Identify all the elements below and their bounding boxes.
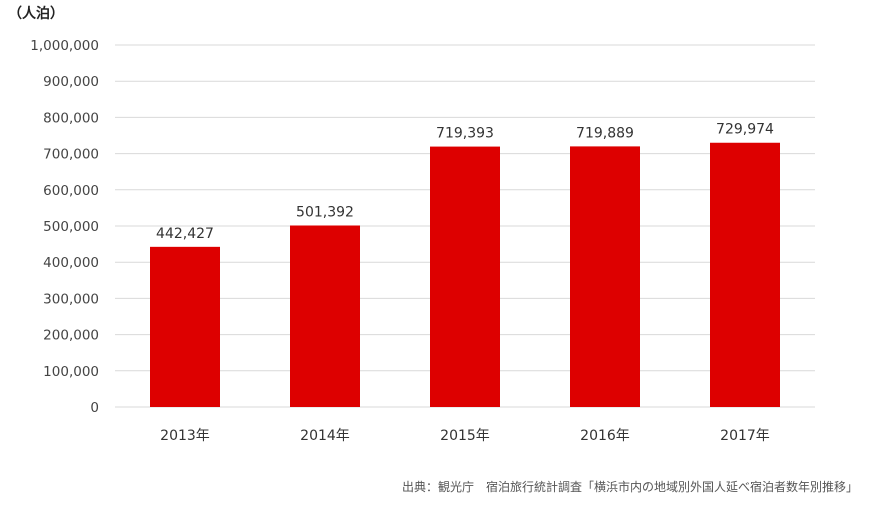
y-tick-label: 700,000 <box>43 147 99 163</box>
y-tick-label: 200,000 <box>43 328 99 344</box>
y-tick-label: 500,000 <box>43 219 99 235</box>
y-axis-ticks: 0 100,000 200,000 300,000 400,000 500,000 600,… <box>30 38 99 416</box>
data-label: 729,974 <box>716 122 774 138</box>
y-tick-label: 900,000 <box>43 74 99 90</box>
bar <box>570 146 640 407</box>
data-label: 719,889 <box>576 125 634 141</box>
bar <box>710 142 780 408</box>
x-tick-label: 2017年 <box>720 428 770 444</box>
y-axis-unit-label: （人泊） <box>8 6 64 22</box>
x-tick-label: 2013年 <box>160 428 210 444</box>
bar <box>430 146 500 408</box>
y-tick-label: 1,000,000 <box>30 38 99 54</box>
y-tick-label: 600,000 <box>43 183 99 199</box>
x-tick-label: 2014年 <box>300 428 350 444</box>
data-label: 442,427 <box>156 226 214 242</box>
y-tick-label: 400,000 <box>43 255 99 271</box>
source-note: 出典：観光庁 宿泊旅行統計調査「横浜市内の地域別外国人延べ宿泊者数年別推移」 <box>401 480 858 494</box>
x-tick-label: 2016年 <box>580 428 630 444</box>
bar <box>150 246 220 407</box>
data-label: 719,393 <box>436 126 494 142</box>
bar <box>290 225 360 407</box>
x-tick-label: 2015年 <box>440 428 490 444</box>
x-axis-ticks: 2013年 2014年 2015年 2016年 2017年 <box>160 428 770 444</box>
y-tick-label: 300,000 <box>43 291 99 307</box>
y-tick-label: 0 <box>90 400 99 416</box>
data-labels: 442,427 501,392 719,393 719,889 729,974 <box>156 122 774 242</box>
bars <box>150 142 780 408</box>
y-tick-label: 100,000 <box>43 364 99 380</box>
data-label: 501,392 <box>296 204 354 220</box>
y-tick-label: 800,000 <box>43 110 99 126</box>
